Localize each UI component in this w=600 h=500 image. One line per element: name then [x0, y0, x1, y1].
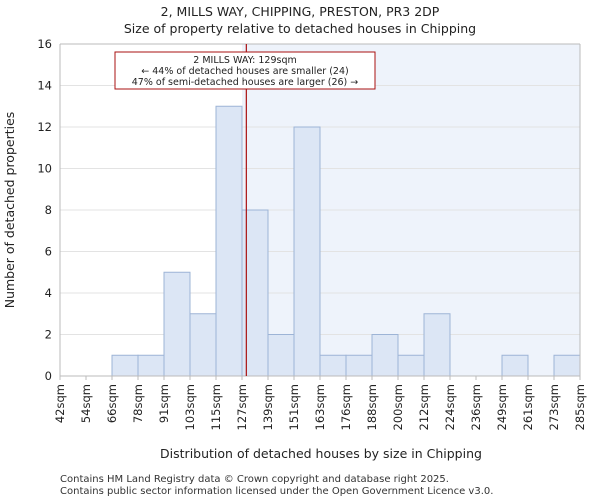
y-tick-label: 6	[45, 245, 52, 259]
bar-188sqm	[371, 334, 399, 377]
y-tick-label: 16	[37, 37, 52, 51]
annotation-box	[114, 51, 376, 90]
bar-212sqm	[423, 313, 451, 377]
bar-103sqm	[189, 313, 217, 377]
y-axis-label: Number of detached properties	[2, 112, 17, 309]
chart-title: 2, MILLS WAY, CHIPPING, PRESTON, PR3 2DP	[161, 4, 440, 19]
x-tick-label: 127sqm	[235, 384, 249, 430]
annotation-line-1: 2 MILLS WAY: 129sqm	[193, 55, 296, 66]
footer-line-2: Contains public sector information licen…	[60, 486, 493, 497]
x-tick-label: 249sqm	[495, 384, 509, 430]
bar-115sqm	[215, 105, 243, 377]
bar-249sqm	[501, 354, 529, 377]
x-tick-label: 139sqm	[261, 384, 275, 430]
y-tick-label: 10	[37, 162, 52, 176]
x-tick-label: 42sqm	[53, 384, 67, 423]
bar-78sqm	[137, 354, 165, 377]
chart-subtitle: Size of property relative to detached ho…	[124, 21, 476, 36]
x-tick-label: 151sqm	[287, 384, 301, 430]
x-tick-label: 261sqm	[521, 384, 535, 430]
x-tick-label: 212sqm	[417, 384, 431, 430]
bar-91sqm	[163, 271, 191, 377]
bar-139sqm	[267, 334, 295, 377]
x-tick-label: 91sqm	[157, 384, 171, 423]
bar-273sqm	[553, 354, 581, 377]
x-tick-label: 236sqm	[469, 384, 483, 430]
y-tick-label: 0	[45, 369, 52, 383]
x-tick-label: 54sqm	[79, 384, 93, 423]
x-tick-label: 273sqm	[547, 384, 561, 430]
bar-176sqm	[345, 354, 373, 377]
x-tick-label: 224sqm	[443, 384, 457, 430]
y-tick-label: 8	[45, 203, 52, 217]
x-axis-label: Distribution of detached houses by size …	[160, 446, 482, 461]
footer-line-1: Contains HM Land Registry data © Crown c…	[60, 474, 449, 485]
y-tick-label: 2	[45, 328, 52, 342]
annotation-line-2: ← 44% of detached houses are smaller (24…	[141, 66, 348, 77]
x-tick-label: 103sqm	[183, 384, 197, 430]
y-tick-label: 14	[37, 79, 52, 93]
annotation-line-3: 47% of semi-detached houses are larger (…	[132, 77, 359, 88]
bar-66sqm	[111, 354, 139, 377]
y-tick-label: 12	[37, 120, 52, 134]
x-tick-label: 176sqm	[339, 384, 353, 430]
bar-200sqm	[397, 354, 425, 377]
bar-163sqm	[319, 354, 347, 377]
x-tick-label: 200sqm	[391, 384, 405, 430]
y-tick-label: 4	[45, 286, 52, 300]
x-tick-label: 115sqm	[209, 384, 223, 430]
x-tick-label: 66sqm	[105, 384, 119, 423]
x-tick-label: 188sqm	[365, 384, 379, 430]
bar-151sqm	[293, 126, 321, 377]
plot-area: 0 2 4 6 8 10 12 14 16 42sqm 54sqm 66sqm 78sqm 91sqm 10…	[37, 37, 587, 430]
x-tick-label: 163sqm	[313, 384, 327, 430]
x-tick-label: 78sqm	[131, 384, 145, 423]
x-tick-label: 285sqm	[573, 384, 587, 430]
